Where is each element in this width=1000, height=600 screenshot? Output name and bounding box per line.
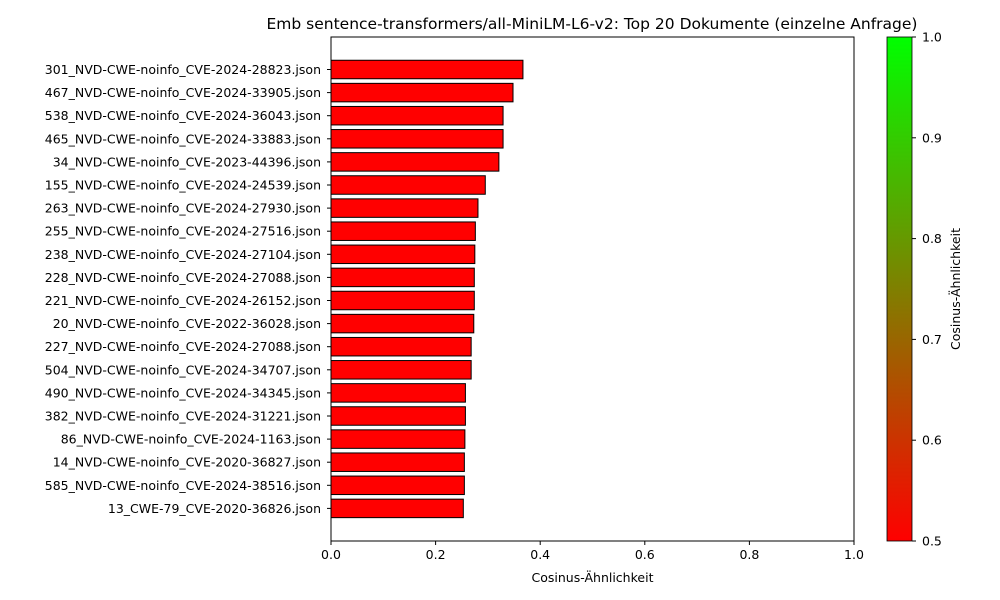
bar	[330, 221, 476, 241]
y-tick-label: 20_NVD-CWE-noinfo_CVE-2022-36028.json	[53, 316, 321, 331]
chart-title: Emb sentence-transformers/all-MiniLM-L6-…	[267, 15, 918, 33]
bar	[330, 267, 475, 288]
y-tick-label: 34_NVD-CWE-noinfo_CVE-2023-44396.json	[53, 154, 321, 169]
colorbar-tick-label: 0.7	[922, 332, 942, 347]
y-tick-label: 538_NVD-CWE-noinfo_CVE-2024-36043.json	[45, 108, 321, 123]
colorbar-tick-label: 0.5	[922, 534, 942, 549]
colorbar-label: Cosinus-Ähnlichkeit	[948, 228, 963, 350]
bar	[330, 175, 486, 195]
x-tick-label: 0.6	[635, 547, 655, 562]
bar	[330, 452, 465, 472]
colorbar	[886, 36, 913, 542]
y-tick-label: 585_NVD-CWE-noinfo_CVE-2024-38516.json	[45, 478, 321, 493]
plot-frame	[330, 36, 855, 542]
bar	[330, 406, 466, 426]
colorbar-tick-label: 0.8	[922, 231, 942, 246]
y-tick-label: 301_NVD-CWE-noinfo_CVE-2024-28823.json	[45, 62, 321, 77]
bar	[330, 360, 472, 380]
y-tick-label: 467_NVD-CWE-noinfo_CVE-2024-33905.json	[45, 85, 321, 100]
bar	[330, 152, 500, 172]
y-tick-label: 255_NVD-CWE-noinfo_CVE-2024-27516.json	[45, 224, 321, 239]
bar	[330, 290, 475, 311]
x-tick-label: 1.0	[844, 547, 864, 562]
y-tick-label: 228_NVD-CWE-noinfo_CVE-2024-27088.json	[45, 270, 321, 285]
y-tick-label: 221_NVD-CWE-noinfo_CVE-2024-26152.json	[45, 293, 321, 308]
x-axis-label: Cosinus-Ähnlichkeit	[532, 570, 654, 585]
bar	[330, 383, 466, 403]
colorbar-tick-label: 1.0	[922, 30, 942, 45]
bar	[330, 429, 466, 449]
x-tick-label: 0.0	[321, 547, 341, 562]
y-tick-label: 490_NVD-CWE-noinfo_CVE-2024-34345.json	[45, 385, 321, 400]
colorbar-tick-label: 0.9	[922, 130, 942, 145]
y-tick-label: 227_NVD-CWE-noinfo_CVE-2024-27088.json	[45, 339, 321, 354]
bar	[330, 498, 464, 519]
y-tick-label: 13_CWE-79_CVE-2020-36826.json	[108, 501, 321, 516]
bar	[330, 336, 472, 357]
bar	[330, 82, 514, 103]
bar	[330, 59, 524, 80]
y-tick-label: 238_NVD-CWE-noinfo_CVE-2024-27104.json	[45, 247, 321, 262]
y-tick-label: 14_NVD-CWE-noinfo_CVE-2020-36827.json	[53, 455, 321, 470]
bar	[330, 198, 479, 218]
bar	[330, 105, 504, 126]
x-tick-label: 0.8	[739, 547, 759, 562]
bar	[330, 475, 465, 496]
x-tick-label: 0.2	[426, 547, 446, 562]
y-tick-label: 382_NVD-CWE-noinfo_CVE-2024-31221.json	[45, 409, 321, 424]
bar	[330, 244, 476, 265]
bar	[330, 129, 504, 149]
y-tick-label: 86_NVD-CWE-noinfo_CVE-2024-1163.json	[61, 432, 321, 447]
x-tick-label: 0.4	[530, 547, 550, 562]
y-tick-label: 155_NVD-CWE-noinfo_CVE-2024-24539.json	[45, 178, 321, 193]
colorbar-tick-label: 0.6	[922, 433, 942, 448]
y-tick-label: 504_NVD-CWE-noinfo_CVE-2024-34707.json	[45, 362, 321, 377]
bar	[330, 313, 475, 334]
y-tick-label: 465_NVD-CWE-noinfo_CVE-2024-33883.json	[45, 131, 321, 146]
y-tick-label: 263_NVD-CWE-noinfo_CVE-2024-27930.json	[45, 201, 321, 216]
